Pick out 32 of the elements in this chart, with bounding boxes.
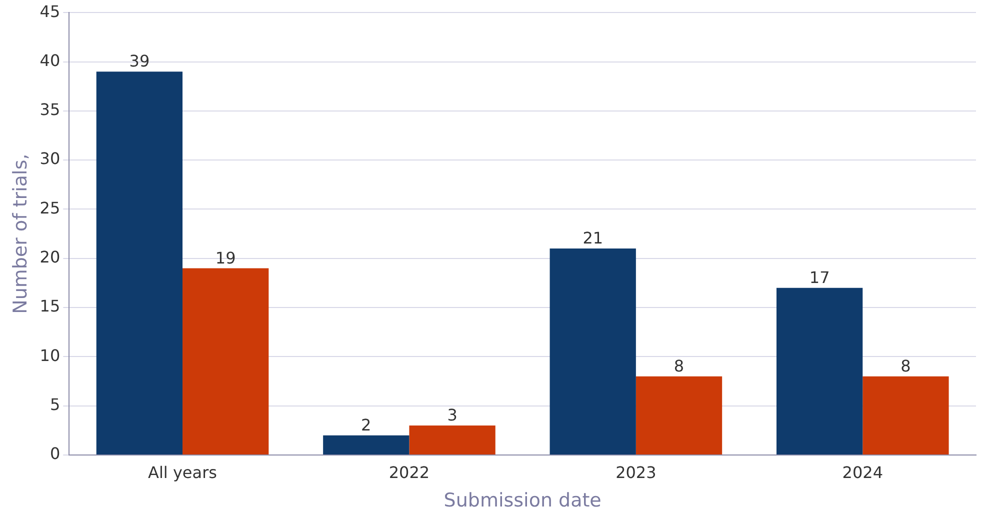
y-tick-label: 45 <box>40 2 60 21</box>
bar <box>323 435 410 454</box>
y-tick-label: 30 <box>40 149 60 168</box>
y-tick-label: 25 <box>40 198 60 218</box>
x-axis-title: Submission date <box>444 490 602 512</box>
y-tick-label: 35 <box>40 100 60 120</box>
y-tick-label: 40 <box>40 50 60 70</box>
data-label: 8 <box>674 356 684 376</box>
y-tick-label: 0 <box>50 444 60 464</box>
data-label: 21 <box>582 228 604 248</box>
data-label: 2 <box>361 415 372 434</box>
bar <box>409 426 496 454</box>
x-tick-label: 2022 <box>388 462 430 482</box>
x-tick-label: 2024 <box>842 462 884 482</box>
y-tick-label: 10 <box>40 346 60 365</box>
x-tick-label: All years <box>148 462 217 482</box>
x-tick-label: 2023 <box>616 462 656 482</box>
bar <box>776 288 863 454</box>
data-label: 17 <box>809 268 830 288</box>
data-label: 19 <box>215 248 236 268</box>
y-tick-label: 5 <box>50 395 60 414</box>
bar <box>862 376 949 454</box>
bar <box>182 268 269 454</box>
bar <box>550 248 636 454</box>
bar <box>636 376 722 454</box>
bar <box>96 72 183 454</box>
y-tick-label: 15 <box>40 296 60 316</box>
data-label: 3 <box>447 406 458 425</box>
data-label: 39 <box>129 52 150 71</box>
y-tick-label: 20 <box>40 248 60 267</box>
y-axis-title: Number of trials, <box>9 154 32 314</box>
data-label: 8 <box>900 356 911 376</box>
